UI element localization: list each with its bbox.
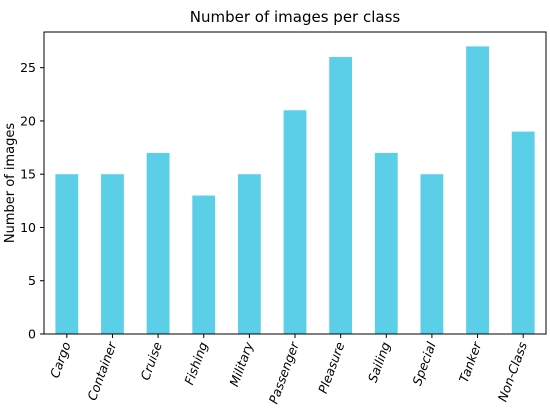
y-tick-label: 10	[20, 220, 36, 235]
y-tick-label: 5	[28, 273, 36, 288]
x-ticks-group: Cargo Container Cruise Fishing Military Passe…	[47, 334, 530, 406]
x-tick-label: Cargo	[47, 340, 74, 380]
x-tick-label: Cruise	[137, 340, 165, 383]
bar-military	[237, 174, 261, 334]
x-tick-label: Tanker	[456, 339, 485, 384]
y-tick-label: 0	[28, 327, 36, 342]
x-tick-label: Fishing	[181, 340, 210, 387]
x-tick-label: Pleasure	[315, 340, 348, 396]
plot-frame	[43, 31, 547, 335]
y-ticks-group: 0 5 10 15 20 25	[20, 60, 44, 342]
bar-container	[101, 174, 124, 334]
bar-cruise	[146, 152, 170, 334]
bar-tanker	[466, 46, 489, 334]
bars-group	[55, 46, 535, 334]
bar-special	[420, 174, 444, 334]
bar-fishing	[192, 195, 216, 334]
x-tick-label: Military	[226, 339, 256, 388]
x-tick-label: Non-Class	[495, 339, 531, 403]
y-axis-label: Number of images	[3, 123, 18, 244]
y-tick-label: 20	[20, 113, 36, 128]
x-tick-label: Container	[84, 339, 119, 402]
bar-pleasure	[329, 57, 353, 334]
bar-non-class	[511, 131, 535, 334]
y-tick-label: 25	[20, 60, 36, 75]
x-tick-label: Sailing	[365, 340, 393, 385]
x-tick-label: Special	[409, 339, 439, 387]
x-tick-label: Passenger	[266, 339, 302, 406]
bar-passenger	[283, 110, 307, 334]
y-tick-label: 15	[20, 167, 36, 182]
chart-title: Number of images per class	[190, 8, 401, 26]
bar-sailing	[374, 152, 398, 334]
bar-cargo	[55, 174, 79, 334]
